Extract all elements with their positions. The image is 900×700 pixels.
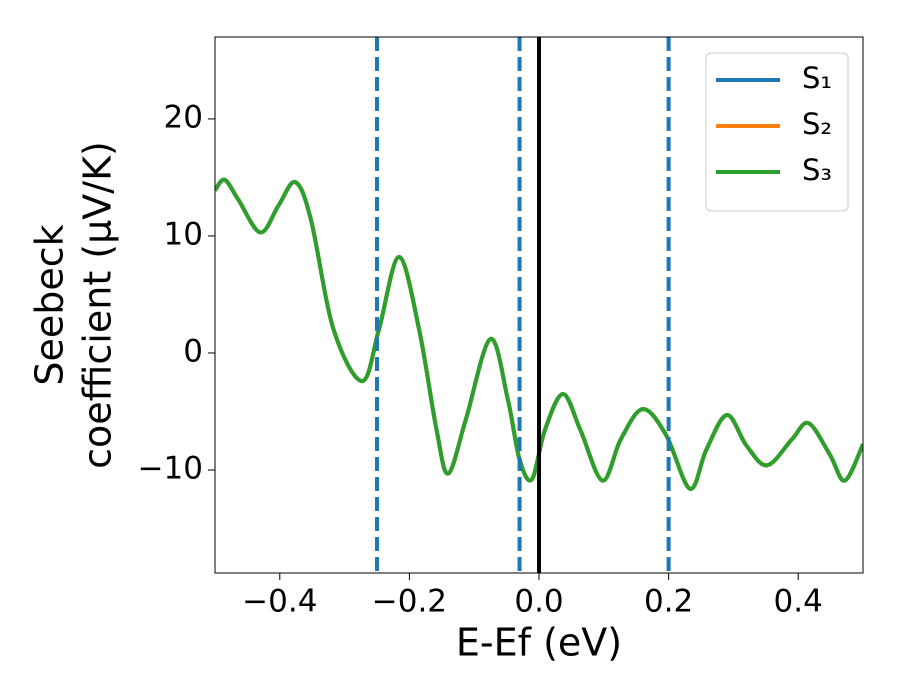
legend-label: S₁ xyxy=(802,61,832,95)
y-tick-label: −10 xyxy=(138,451,203,487)
x-tick-label: 0.2 xyxy=(644,584,693,620)
y-axis-label: coefficient (μV/K) xyxy=(76,141,120,469)
y-tick-label: 10 xyxy=(164,216,203,252)
y-tick-label: 0 xyxy=(183,333,203,369)
x-tick-label: −0.2 xyxy=(372,584,447,620)
x-axis-label: E-Ef (eV) xyxy=(456,621,622,665)
x-tick-label: 0.4 xyxy=(774,584,823,620)
y-axis-label: Seebeck xyxy=(28,224,72,385)
x-tick-label: 0.0 xyxy=(514,584,563,620)
y-tick-label: 20 xyxy=(164,99,203,135)
plot-frame xyxy=(214,36,864,574)
legend-label: S₃ xyxy=(802,153,832,187)
x-tick-label: −0.4 xyxy=(242,584,317,620)
legend-label: S₂ xyxy=(802,107,832,141)
